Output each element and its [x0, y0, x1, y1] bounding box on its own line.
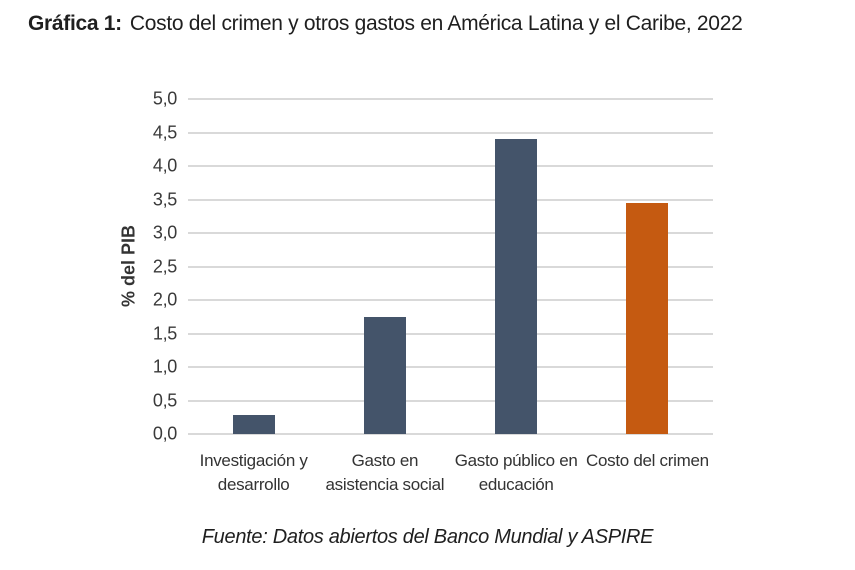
bar-category-1: [232, 415, 275, 434]
gridline: [188, 366, 713, 368]
source-note: Fuente: Datos abiertos del Banco Mundial…: [201, 526, 654, 548]
gridline: [188, 299, 713, 301]
gridline: [188, 98, 713, 100]
y-tick-label: 3,5: [152, 189, 177, 209]
y-tick-label: 3,0: [152, 222, 177, 243]
figure-title-text: Costo del crimen y otros gastos en Améri…: [129, 12, 743, 35]
gridline: [188, 165, 713, 167]
y-tick-label: 1,0: [152, 356, 177, 377]
x-category-label: Investigación y desarrollo: [199, 451, 308, 494]
y-tick-label: 5,0: [152, 88, 177, 109]
y-tick-label: 4,0: [152, 155, 177, 176]
y-axis-title: % del PIB: [118, 224, 139, 308]
bar-category-2: [363, 316, 406, 434]
y-tick-label: 4,5: [152, 122, 177, 142]
gridline: [188, 399, 713, 402]
gridline: [188, 131, 713, 134]
y-tick-label: 0,5: [152, 390, 177, 410]
x-category-label: Costo del crimen: [586, 451, 709, 470]
figure-title: Gráfica 1: Costo del crimen y otros gasto…: [28, 12, 743, 36]
gridline: [188, 433, 713, 435]
y-tick-label: 2,0: [152, 289, 177, 310]
bar-category-4: [626, 202, 669, 434]
bar-category-3: [495, 139, 538, 434]
gridline: [188, 232, 713, 234]
y-tick-label: 2,5: [152, 256, 177, 276]
plot-area: 0,0 0,5 1,0 1,5 2,0 2,5 3,0 3,5 4,0 4,5 5,0 Investi…: [153, 89, 713, 494]
x-category-label: Gasto en asistencia social: [325, 451, 445, 494]
figure-title-prefix: Gráfica 1:: [28, 12, 122, 35]
gridline: [188, 332, 713, 335]
y-tick-label: 0,0: [152, 423, 177, 444]
gridline: [188, 198, 713, 201]
x-category-label: Gasto público en educación: [454, 451, 578, 494]
y-tick-label: 1,5: [152, 323, 177, 343]
gridline: [188, 265, 713, 268]
